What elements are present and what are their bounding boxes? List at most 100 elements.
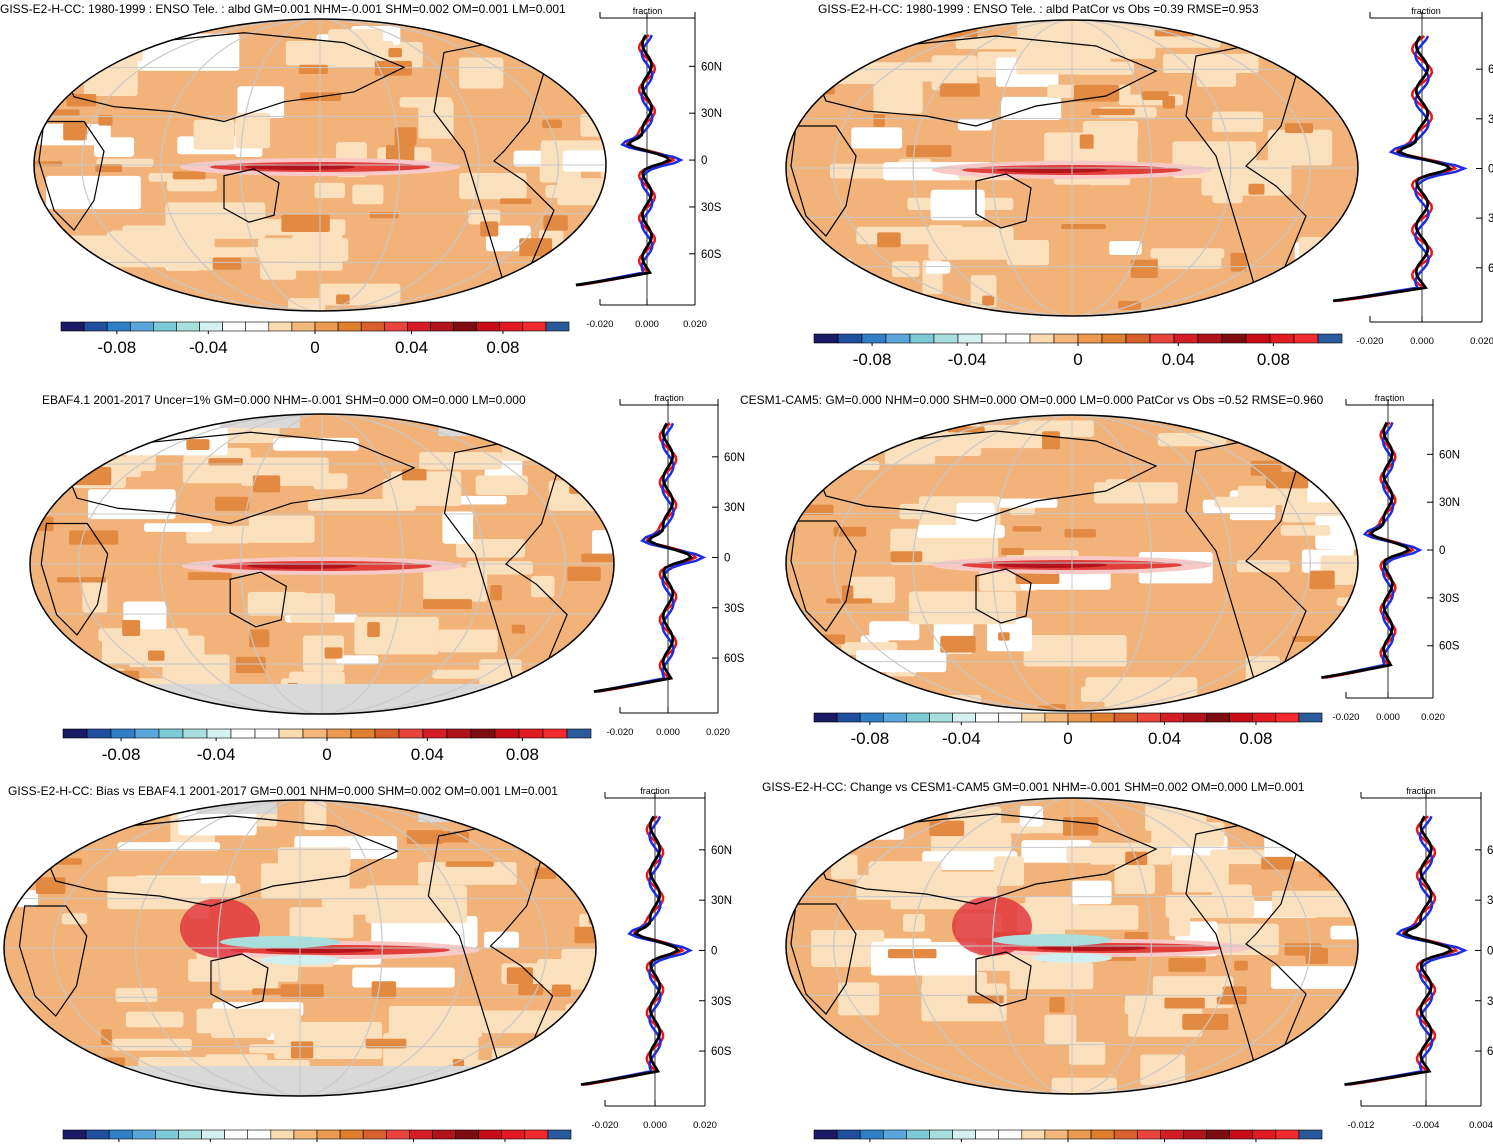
- map-patch: [438, 629, 498, 653]
- map-patch-dark: [324, 647, 343, 659]
- colorbar-label: 0.04: [1148, 729, 1181, 748]
- colorbar-swatch: [1275, 1129, 1300, 1140]
- continent-outline: [443, 441, 568, 692]
- map-patch-dark: [212, 257, 242, 270]
- map-patch: [822, 804, 846, 824]
- map-patch-dark: [803, 634, 846, 645]
- map-patch-dark: [519, 238, 553, 257]
- colorbar-swatch: [476, 321, 501, 332]
- zonal-x-tick-label: 0.020: [683, 319, 707, 330]
- colorbar-swatch: [566, 728, 592, 739]
- colorbar-swatch: [446, 728, 472, 739]
- map-patch-dark: [1091, 108, 1135, 116]
- colorbar-swatch: [494, 728, 520, 739]
- colorbar-swatch: [178, 1129, 202, 1140]
- map-patch-dark: [485, 1080, 522, 1096]
- colorbar-swatch: [110, 728, 136, 739]
- map-patch: [1199, 1083, 1264, 1094]
- colorbar-swatch: [545, 321, 570, 332]
- map-border: [33, 18, 607, 312]
- map-patch-dark: [280, 984, 324, 999]
- robinson-map: [785, 797, 1359, 1095]
- map-border: [29, 413, 615, 715]
- zonal-lat-label: 30S: [701, 202, 722, 214]
- continent-outline: [427, 825, 554, 1072]
- colorbar-swatch: [933, 333, 959, 344]
- colorbar-swatch: [1293, 333, 1319, 344]
- map-patch: [41, 668, 126, 693]
- colorbar-label: -0.04: [851, 1146, 890, 1148]
- map-patch: [81, 38, 119, 57]
- map-patch: [134, 33, 240, 71]
- map-patch: [1194, 1091, 1258, 1094]
- colorbar-label: -0.04: [942, 729, 981, 748]
- colorbar-swatch: [60, 321, 85, 332]
- colorbar-swatch: [1136, 712, 1161, 723]
- zonal-lat-label: 6: [1488, 263, 1493, 275]
- colorbar-swatch: [1252, 1129, 1277, 1140]
- map-patch-dark: [1304, 427, 1322, 438]
- continent-outline: [38, 120, 105, 231]
- colorbar-swatch: [254, 728, 280, 739]
- colorbar-swatch: [230, 728, 256, 739]
- map-patch-dark: [80, 61, 97, 71]
- map-patch: [811, 929, 885, 967]
- colorbar-swatch: [1021, 1129, 1046, 1140]
- robinson-map: [29, 413, 615, 715]
- colorbar-swatch: [1245, 333, 1271, 344]
- colorbar-swatch: [547, 1129, 572, 1140]
- map-patch: [926, 261, 951, 274]
- zonal-x-tick-label: 0.020: [1470, 336, 1493, 347]
- colorbar-swatch: [350, 728, 376, 739]
- continent-outline: [975, 951, 1032, 1007]
- panel-title: GISS-E2-H-CC: Change vs CESM1-CAM5 GM=0.…: [762, 780, 1305, 794]
- colorbar-swatch: [837, 333, 863, 344]
- colorbar-swatch: [1029, 333, 1055, 344]
- map-patch: [850, 310, 916, 316]
- map-patch-dark: [929, 820, 965, 837]
- colorbar-swatch: [952, 1129, 976, 1140]
- map-patch-dark: [833, 526, 867, 537]
- panel-middle-right: CESM1-CAM5: GM=0.000 NHM=0.000 SHM=0.000…: [740, 383, 1493, 768]
- map-patch: [423, 567, 488, 602]
- map-patch-dark: [401, 468, 427, 481]
- map-patch: [449, 1092, 470, 1096]
- map-patch: [167, 178, 217, 192]
- map-patch-dark: [374, 60, 412, 76]
- colorbar: -0.08 -0.04 0 0.04 0.08: [813, 712, 1323, 748]
- colorbar-swatch: [1090, 1129, 1115, 1140]
- zonal-mean-plot: fraction -0.012 -0.004 0.004 60N 30N 0 30S 60S: [1344, 786, 1493, 1131]
- map-patch-dark: [367, 622, 380, 637]
- colorbar-label: -0.08: [102, 745, 141, 764]
- map-patch-dark: [873, 113, 885, 128]
- map-patch: [261, 863, 350, 899]
- colorbar-swatch: [362, 1129, 387, 1140]
- continent-outline: [790, 125, 857, 237]
- colorbar-swatch: [1160, 1129, 1184, 1140]
- map-patch: [418, 101, 454, 139]
- colorbar-label: -0.04: [948, 350, 987, 369]
- map-patch: [143, 523, 213, 532]
- continent-outline: [433, 41, 555, 286]
- zonal-x-tick-label: 0.000: [656, 727, 680, 738]
- map-patch-dark: [1265, 471, 1309, 489]
- zonal-lat-label: 30N: [1487, 895, 1493, 907]
- zonal-lat-label: 0: [724, 552, 730, 564]
- colorbar-label: 0.08: [486, 338, 519, 357]
- map-patch-dark: [542, 119, 563, 129]
- map-patch: [930, 189, 985, 221]
- map-patch-dark: [1284, 943, 1322, 956]
- zonal-mean-plot: fraction -0.020 0.000 0.020 60N 30N 0 30S 60S: [575, 6, 722, 330]
- map-patch: [829, 416, 867, 432]
- map-patch: [288, 298, 326, 311]
- map-patch: [314, 182, 345, 199]
- colorbar-swatch: [1252, 712, 1277, 723]
- map-patch-dark: [1230, 252, 1248, 272]
- map-patch: [849, 576, 896, 603]
- map-patch-dark: [1061, 224, 1106, 230]
- map-patch: [1082, 120, 1139, 140]
- colorbar-swatch: [1067, 712, 1092, 723]
- zonal-x-tick-label: 0.000: [1376, 712, 1400, 723]
- colorbar-label: -0.04: [100, 1146, 139, 1148]
- continent-outline: [210, 953, 269, 1009]
